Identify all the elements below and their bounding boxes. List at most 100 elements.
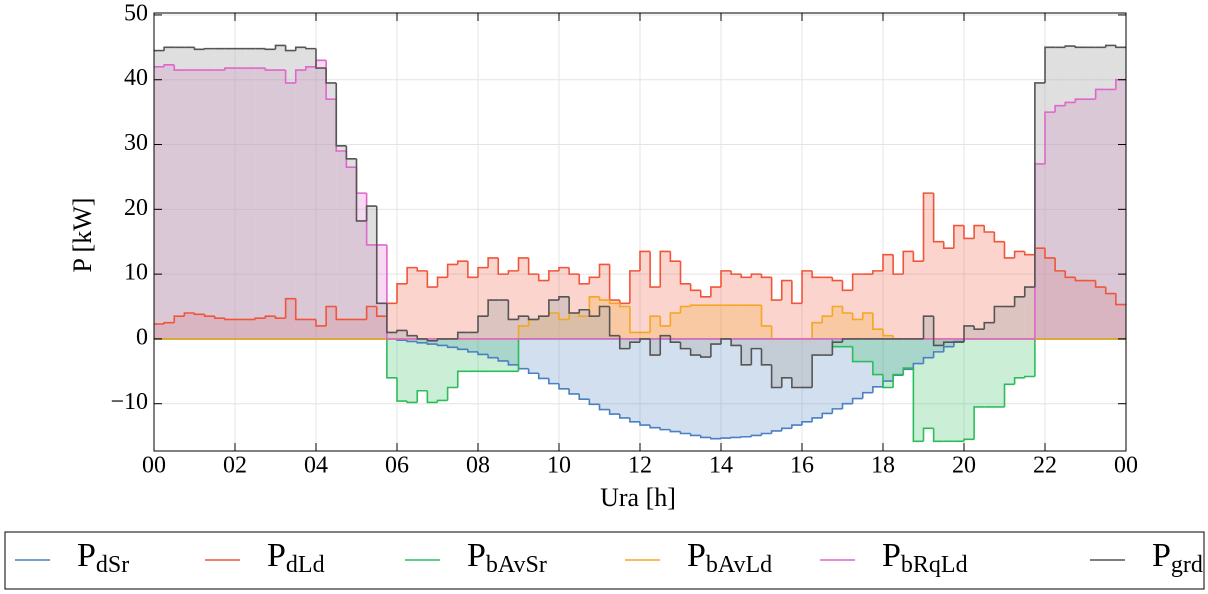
step-area (1024, 254, 1035, 339)
step-line (467, 349, 478, 353)
step-area (1034, 248, 1045, 339)
step-area (589, 338, 600, 405)
step-area (822, 316, 833, 339)
step-line (588, 309, 600, 318)
step-area (1085, 99, 1096, 339)
step-area (751, 338, 762, 349)
step-area (650, 338, 661, 356)
step-area (397, 330, 408, 339)
step-line (386, 338, 397, 379)
step-area (528, 274, 539, 339)
step-line (780, 376, 792, 388)
step-line (568, 296, 580, 314)
step-area (356, 193, 367, 339)
step-line (973, 325, 985, 330)
step-line (264, 48, 276, 51)
step-line (791, 280, 802, 305)
step-line (598, 305, 610, 317)
step-area (862, 312, 873, 339)
step-area (964, 338, 975, 440)
x-tick-label: 22 (1033, 453, 1057, 479)
plot-frame (153, 12, 1127, 452)
step-line (639, 338, 651, 343)
step-line (851, 273, 863, 291)
step-area (670, 338, 681, 343)
step-line (274, 316, 286, 319)
step-area (457, 338, 468, 350)
step-area (832, 306, 843, 339)
step-area (751, 274, 762, 339)
step-line (618, 300, 630, 305)
step-area (1075, 47, 1086, 339)
step-area (245, 48, 256, 339)
step-area (356, 220, 367, 339)
step-area (893, 338, 904, 375)
step-line (527, 316, 539, 321)
step-line (527, 257, 539, 275)
step-area (781, 338, 792, 429)
step-line (872, 312, 883, 330)
step-line (163, 46, 175, 51)
step-area (974, 329, 985, 339)
step-line (841, 402, 853, 409)
step-area (872, 338, 883, 375)
step-line (851, 397, 863, 404)
step-line (770, 277, 782, 301)
step-area (640, 338, 651, 426)
step-area (670, 261, 681, 339)
step-area (599, 338, 610, 410)
step-line (497, 257, 509, 275)
step-line (386, 244, 397, 340)
step-line (345, 145, 357, 160)
step-line (416, 267, 428, 272)
step-line (791, 377, 802, 389)
step-area (862, 338, 873, 362)
step-area (214, 318, 225, 339)
legend-label: PbAvSr (467, 537, 547, 578)
step-line (517, 325, 529, 339)
step-line (649, 425, 661, 429)
step-line (669, 335, 681, 343)
step-area (984, 232, 995, 339)
step-line (294, 298, 306, 321)
step-area (235, 319, 246, 339)
step-area (174, 316, 185, 339)
step-line (669, 251, 681, 262)
step-line (1094, 88, 1106, 100)
step-area (559, 338, 570, 389)
step-line (892, 374, 904, 382)
step-area (1065, 277, 1076, 339)
step-area (619, 306, 630, 339)
step-area (498, 300, 509, 339)
step-area (781, 280, 792, 339)
step-area (690, 305, 701, 339)
step-line (780, 427, 792, 431)
step-area (518, 257, 529, 339)
step-line (841, 280, 853, 292)
step-line (467, 261, 478, 279)
step-line (284, 297, 296, 319)
step-line (750, 434, 762, 437)
step-line (305, 47, 316, 50)
step-area (538, 316, 549, 339)
step-line (882, 329, 894, 337)
step-area (842, 338, 853, 404)
step-line (558, 312, 570, 321)
step-area (508, 338, 519, 365)
step-area (569, 274, 580, 339)
step-line (1064, 45, 1076, 48)
step-line (669, 429, 681, 433)
step-line (710, 286, 721, 297)
step-area (1095, 47, 1106, 339)
step-line (1034, 82, 1045, 288)
step-line (446, 345, 458, 349)
step-line (699, 290, 711, 298)
step-line (183, 312, 195, 317)
x-tick-label: 14 (709, 453, 733, 479)
step-area (872, 338, 883, 387)
step-line (598, 296, 610, 301)
step-line (659, 427, 671, 431)
step-area (174, 70, 185, 339)
step-line (578, 393, 590, 400)
step-line (213, 316, 225, 319)
